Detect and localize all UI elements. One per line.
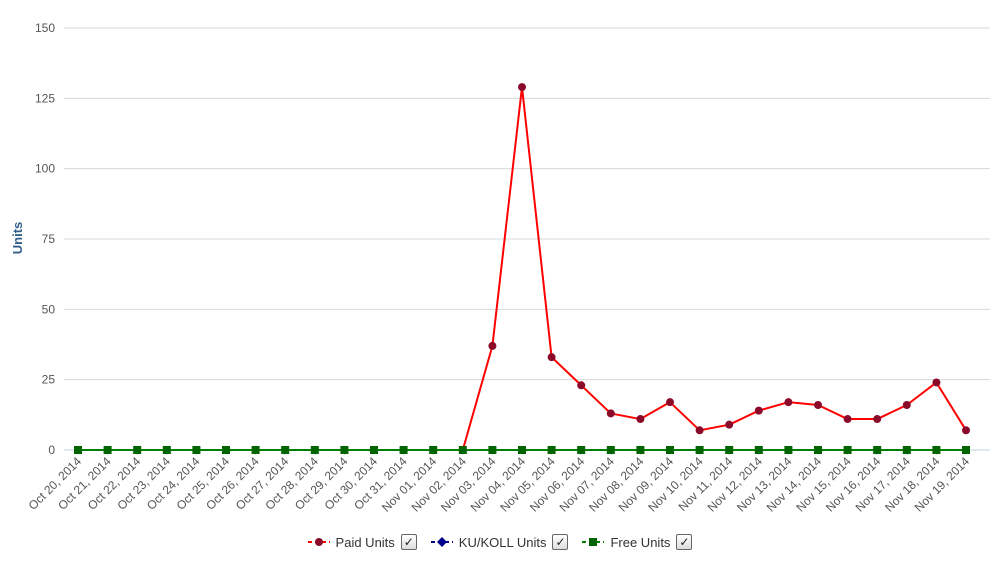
free-units-point[interactable] <box>666 446 674 454</box>
legend-label-ku-koll-units: KU/KOLL Units <box>458 534 547 550</box>
y-axis-ticks: 0 25 50 75 100 125 150 <box>35 21 55 457</box>
free-units-point[interactable] <box>962 446 970 454</box>
legend: Paid Units ✓ KU/KOLL Units ✓ Free Units … <box>0 531 1000 553</box>
paid-units-point[interactable] <box>754 406 763 415</box>
free-units-point[interactable] <box>281 446 290 454</box>
free-units-point[interactable] <box>902 446 911 454</box>
free-units-point[interactable] <box>606 446 615 454</box>
free-units-point[interactable] <box>222 446 230 454</box>
paid-units-point[interactable] <box>902 400 911 409</box>
legend-item-ku-koll-units[interactable]: KU/KOLL Units ✓ <box>430 534 569 550</box>
free-units-point[interactable] <box>725 446 734 454</box>
free-units-legend-icon <box>582 538 605 546</box>
paid-units-point[interactable] <box>932 378 941 387</box>
checkbox-icon[interactable]: ✓ <box>552 534 569 550</box>
paid-units-point[interactable] <box>843 415 852 424</box>
free-units-point[interactable] <box>192 446 201 454</box>
y-tick-label: 125 <box>35 91 55 105</box>
y-tick-label: 75 <box>42 232 56 246</box>
free-units-point[interactable] <box>429 446 438 454</box>
y-tick-label: 150 <box>35 21 55 35</box>
free-units-point[interactable] <box>488 446 497 454</box>
y-axis-title: Units <box>10 222 25 255</box>
paid-units-point[interactable] <box>488 341 497 350</box>
paid-units-point[interactable] <box>814 400 822 409</box>
paid-units-point[interactable] <box>873 415 882 424</box>
legend-label-paid-units: Paid Units <box>335 534 395 550</box>
paid-units-point[interactable] <box>725 420 734 429</box>
gridlines <box>64 27 990 451</box>
free-units-point[interactable] <box>873 446 882 454</box>
legend-label-free-units: Free Units <box>610 534 671 550</box>
free-units-point[interactable] <box>695 446 704 454</box>
paid-units-point[interactable] <box>577 381 586 390</box>
y-tick-label: 100 <box>35 162 55 176</box>
free-units-point[interactable] <box>547 446 556 454</box>
paid-units-point[interactable] <box>518 83 526 92</box>
paid-units-point[interactable] <box>606 409 615 418</box>
free-units-point[interactable] <box>754 446 763 454</box>
checkbox-icon[interactable]: ✓ <box>676 534 693 550</box>
free-units-point[interactable] <box>340 446 349 454</box>
free-units-point[interactable] <box>370 446 378 454</box>
paid-units-series <box>74 83 970 454</box>
free-units-point[interactable] <box>74 446 82 454</box>
free-units-point[interactable] <box>577 446 586 454</box>
free-units-point[interactable] <box>636 446 645 454</box>
paid-units-point[interactable] <box>962 426 970 435</box>
paid-units-legend-icon <box>307 538 330 546</box>
ku-koll-units-legend-icon <box>430 537 453 547</box>
paid-units-line <box>78 86 967 451</box>
series-layer <box>74 83 970 454</box>
y-tick-label: 50 <box>42 302 56 316</box>
free-units-point[interactable] <box>843 446 852 454</box>
paid-units-point[interactable] <box>547 353 556 362</box>
free-units-point[interactable] <box>251 446 260 454</box>
free-units-point[interactable] <box>518 446 526 454</box>
free-units-point[interactable] <box>133 446 142 454</box>
checkbox-icon[interactable]: ✓ <box>400 534 417 550</box>
free-units-point[interactable] <box>162 446 171 454</box>
y-tick-label: 25 <box>42 373 56 387</box>
legend-item-paid-units[interactable]: Paid Units ✓ <box>307 534 417 550</box>
free-units-point[interactable] <box>932 446 941 454</box>
free-units-series <box>74 446 970 454</box>
free-units-point[interactable] <box>458 446 467 454</box>
legend-item-free-units[interactable]: Free Units ✓ <box>582 534 693 550</box>
free-units-point[interactable] <box>814 446 822 454</box>
paid-units-point[interactable] <box>695 426 704 435</box>
paid-units-point[interactable] <box>784 398 793 407</box>
free-units-point[interactable] <box>103 446 112 454</box>
paid-units-point[interactable] <box>666 398 674 407</box>
free-units-point[interactable] <box>784 446 793 454</box>
paid-units-point[interactable] <box>636 415 645 424</box>
y-tick-label: 0 <box>48 443 55 457</box>
free-units-point[interactable] <box>310 446 319 454</box>
free-units-point[interactable] <box>399 446 408 454</box>
